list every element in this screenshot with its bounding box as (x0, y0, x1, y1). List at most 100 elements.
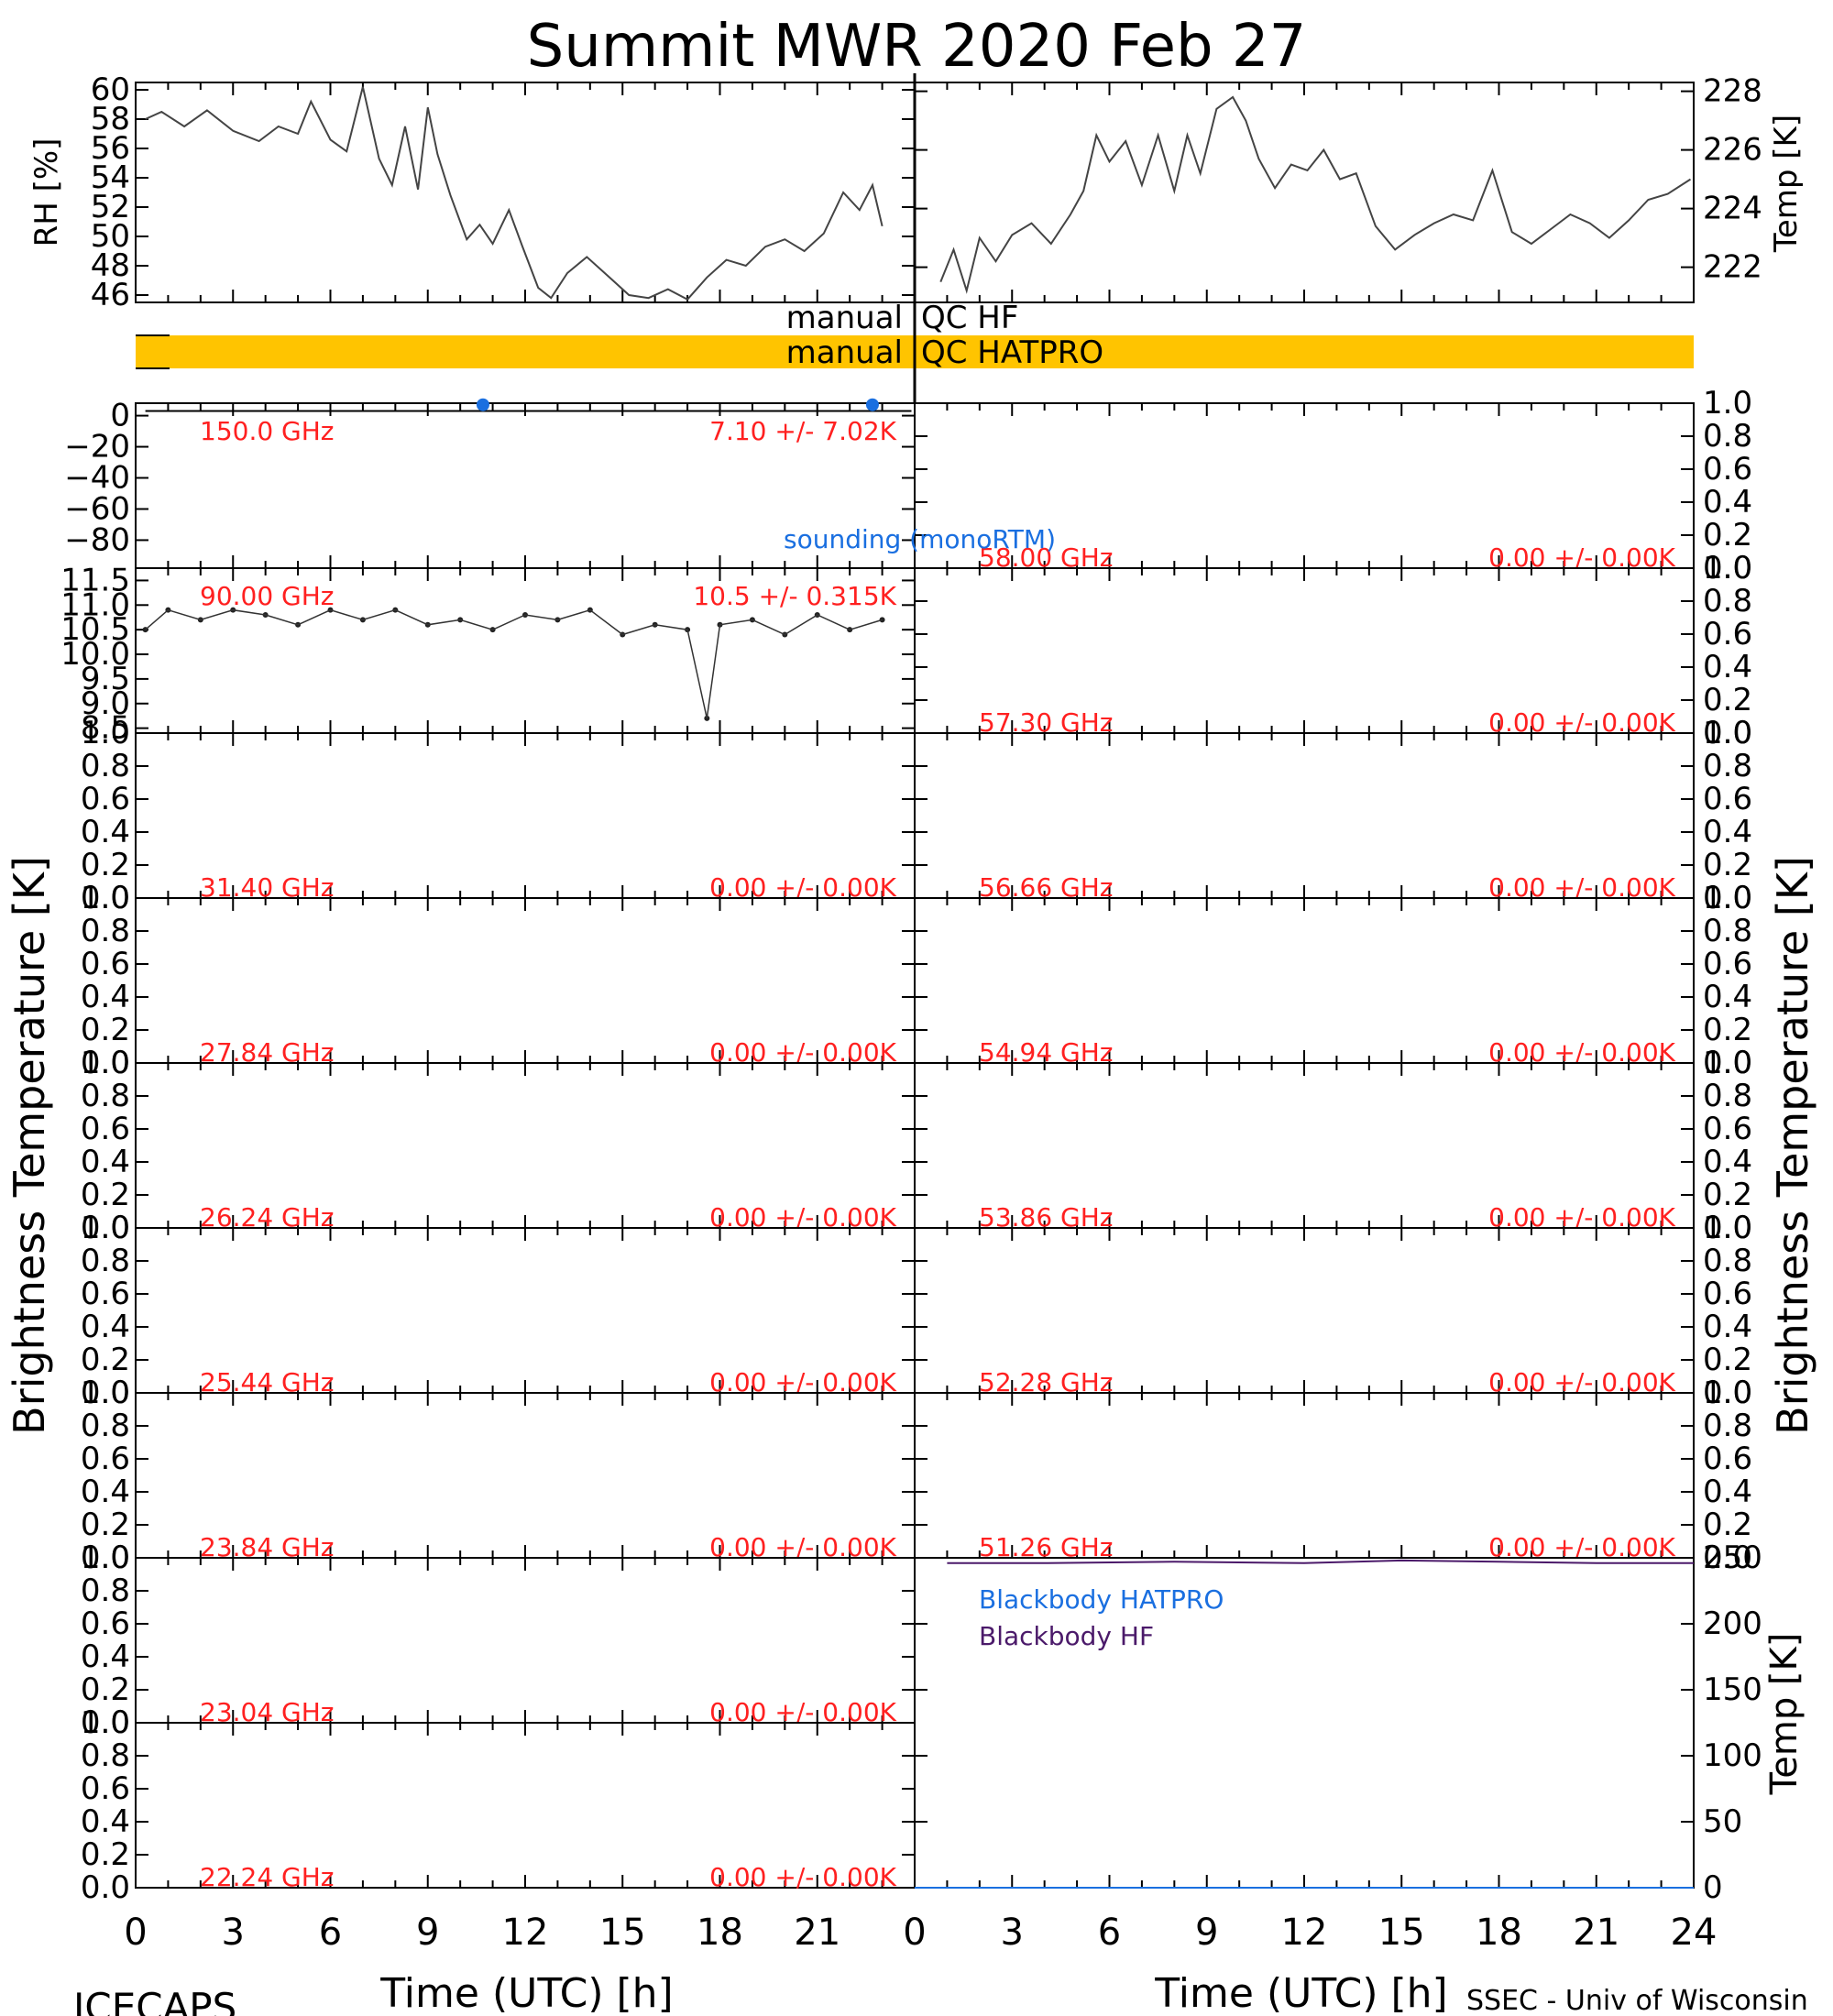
qc-hf-right: QC HF (921, 300, 1018, 336)
sounding-point (865, 398, 879, 411)
y-tick-label: 0.8 (1703, 1243, 1752, 1279)
x-tick-label: 0 (903, 1912, 926, 1954)
temp-axis-label: Temp [K] (1768, 115, 1805, 253)
rh-axis-label: RH [%] (28, 138, 65, 247)
y-tick-label: 0.4 (1703, 1474, 1752, 1510)
y-tick-label: 1.0 (81, 715, 130, 751)
y-tick-label: 0.2 (1703, 1507, 1752, 1543)
y-axis-label-left: Brightness Temperature [K] (5, 856, 54, 1435)
y-tick-label: 0.4 (1703, 979, 1752, 1015)
left-1-freq: 150.0 GHz (200, 416, 335, 446)
y-tick-label: 46 (91, 277, 130, 313)
y-tick-label: 0.6 (81, 781, 130, 817)
y-tick-label: 0 (110, 398, 130, 434)
y-tick-label: 0.6 (1703, 1441, 1752, 1477)
y-tick-label: 1.0 (1703, 385, 1752, 422)
x-tick-label: 24 (1671, 1912, 1718, 1954)
y-tick-label: 0 (1703, 1869, 1723, 1906)
y-tick-label: 0.0 (81, 1045, 130, 1081)
y-tick-label: 0.4 (81, 1803, 130, 1840)
y-tick-label: 0.8 (1703, 748, 1752, 784)
y-tick-label: 0.0 (1703, 1375, 1752, 1411)
y-tick-label: 50 (1703, 1803, 1742, 1840)
y-tick-label: 0.6 (81, 1111, 130, 1147)
y-tick-label: 0.2 (1703, 1177, 1752, 1213)
y-tick-label: 0.0 (1703, 1539, 1752, 1576)
y-tick-label: 0.6 (1703, 781, 1752, 817)
x-tick-label: 6 (319, 1912, 342, 1954)
left-9-stats: 0.00 +/- 0.00K (709, 1862, 896, 1892)
left-1-stats: 7.10 +/- 7.02K (709, 416, 896, 446)
y-tick-label: 150 (1703, 1671, 1762, 1708)
y-tick-label: 224 (1703, 191, 1762, 227)
y-tick-label: 228 (1703, 73, 1762, 110)
x-tick-label: 18 (697, 1912, 743, 1954)
y-tick-label: 0.8 (81, 1572, 130, 1609)
x-axis-label-left: Time (UTC) [h] (379, 1970, 673, 2016)
y-tick-label: 48 (91, 247, 130, 284)
legend-bb-hf: Blackbody HF (979, 1621, 1154, 1651)
y-tick-label: 10.0 (60, 636, 130, 673)
y-tick-label: 0.2 (81, 847, 130, 883)
x-tick-label: 3 (1001, 1912, 1024, 1954)
left-9-freq: 22.24 GHz (200, 1862, 335, 1892)
y-tick-label: 0.8 (1703, 418, 1752, 455)
y-tick-label: 0.6 (1703, 946, 1752, 982)
y-tick-label: 0.2 (81, 1012, 130, 1048)
y-tick-label: 0.6 (1703, 616, 1752, 652)
y-tick-label: 0.0 (1703, 880, 1752, 916)
y-tick-label: 0.2 (1703, 682, 1752, 718)
qc-hatpro-left: manual (786, 334, 903, 371)
x-tick-label: 6 (1098, 1912, 1121, 1954)
y-tick-label: 1.0 (1703, 1375, 1752, 1411)
y-tick-label: 54 (91, 159, 130, 196)
y-tick-label: 0.8 (1703, 1078, 1752, 1114)
y-tick-label: 1.0 (81, 1704, 130, 1741)
bb-hf-line (947, 1559, 1694, 1564)
x-tick-label: 3 (222, 1912, 245, 1954)
y-tick-label: 0.6 (1703, 451, 1752, 488)
y-tick-label: 0.2 (81, 1836, 130, 1873)
chart-title: Summit MWR 2020 Feb 27 (527, 13, 1307, 81)
y-tick-label: 0.4 (81, 1474, 130, 1510)
y-tick-label: 0.4 (1703, 484, 1752, 520)
left-2-freq: 90.00 GHz (200, 581, 335, 611)
y-tick-label: 0.2 (1703, 847, 1752, 883)
y-tick-label: 0.2 (81, 1177, 130, 1213)
y-tick-label: 0.0 (81, 1375, 130, 1411)
footer-ssec: SSEC - Univ of Wisconsin (1466, 1985, 1808, 2016)
qc-hf-left: manual (786, 300, 903, 336)
left-2-stats: 10.5 +/- 0.315K (693, 581, 896, 611)
y-tick-label: 0.8 (81, 1243, 130, 1279)
y-tick-label: 0.8 (1703, 1408, 1752, 1444)
y-tick-label: 0.2 (1703, 1342, 1752, 1378)
y-tick-label: 10.5 (60, 611, 130, 648)
y-tick-label: 9.5 (81, 661, 130, 697)
y-tick-label: 0.0 (81, 1869, 130, 1906)
y-tick-label: 1.0 (1703, 1210, 1752, 1246)
y-tick-label: 0.4 (81, 814, 130, 850)
x-tick-label: 12 (502, 1912, 549, 1954)
x-tick-label: 9 (416, 1912, 439, 1954)
y-tick-label: 200 (1703, 1605, 1762, 1642)
qc-hatpro-right: QC HATPRO (921, 334, 1103, 371)
y-tick-label: 0.8 (1703, 913, 1752, 949)
y-tick-label: 8.5 (81, 710, 130, 747)
bb-axis-label: Temp [K] (1763, 1633, 1806, 1796)
y-tick-label: 0.8 (1703, 583, 1752, 619)
y-tick-label: 0.2 (81, 1671, 130, 1708)
y-tick-label: 1.0 (81, 1539, 130, 1576)
sounding-point (476, 398, 489, 411)
footer-icecaps: ICECAPS (73, 1985, 236, 2016)
legend-bb-hatpro: Blackbody HATPRO (979, 1584, 1224, 1615)
y-tick-label: 0.4 (1703, 814, 1752, 850)
y-tick-label: −20 (64, 429, 130, 466)
y-tick-label: 1.0 (81, 1375, 130, 1411)
y-tick-label: 222 (1703, 249, 1762, 286)
y-tick-label: 1.0 (1703, 1045, 1752, 1081)
y-tick-label: 1.0 (81, 1045, 130, 1081)
y-tick-label: 0.6 (1703, 1276, 1752, 1312)
y-tick-label: 9.0 (81, 685, 130, 722)
y-tick-label: 0.4 (1703, 649, 1752, 685)
